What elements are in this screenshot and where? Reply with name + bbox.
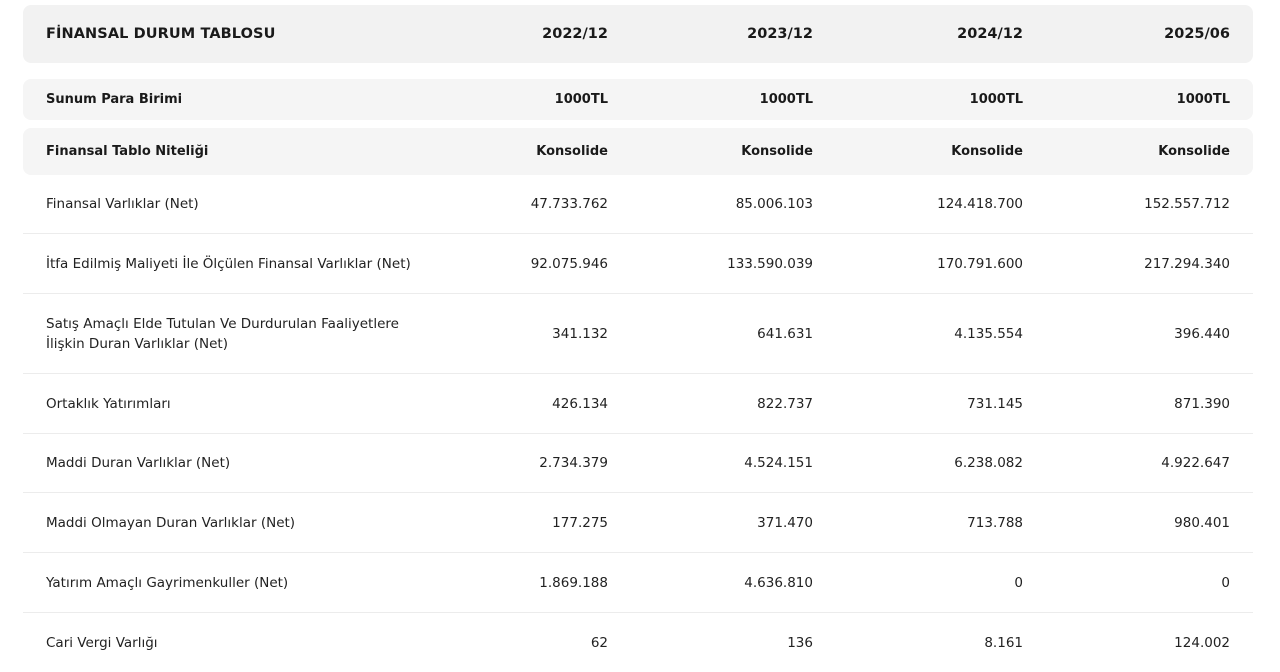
cell-value: 4.524.151 [744, 455, 813, 471]
cell-value: 980.401 [1174, 514, 1230, 531]
table-row: Satış Amaçlı Elde Tutulan Ve Durdurulan … [23, 294, 1253, 374]
table-row: Cari Vergi Varlığı 62 136 8.161 124.002 [23, 613, 1253, 672]
cell-value: 152.557.712 [1144, 196, 1230, 212]
cell-value: 4.922.647 [1161, 455, 1230, 471]
table-title: FİNANSAL DURUM TABLOSU [46, 26, 276, 42]
row-label: Maddi Olmayan Duran Varlıklar (Net) [46, 514, 296, 531]
cell-value: 713.788 [967, 514, 1023, 531]
cell-value: 426.134 [552, 395, 608, 412]
table-row: Maddi Olmayan Duran Varlıklar (Net) 177.… [23, 493, 1253, 553]
statement-nature-value: Konsolide [741, 144, 813, 159]
cell-value: 4.135.554 [954, 325, 1023, 342]
statement-nature-value: Konsolide [951, 144, 1023, 159]
cell-value: 0 [1221, 574, 1230, 591]
table-row: İtfa Edilmiş Maliyeti İle Ölçülen Finans… [23, 234, 1253, 294]
cell-value: 822.737 [757, 395, 813, 412]
cell-value: 0 [1014, 574, 1023, 591]
currency-row: Sunum Para Birimi 1000TL 1000TL 1000TL 1… [23, 79, 1253, 120]
table-header-row: FİNANSAL DURUM TABLOSU 2022/12 2023/12 2… [23, 5, 1253, 63]
row-label: Yatırım Amaçlı Gayrimenkuller (Net) [46, 574, 289, 591]
currency-value: 1000TL [969, 92, 1023, 107]
currency-value: 1000TL [759, 92, 813, 107]
cell-value: 1.869.188 [539, 574, 608, 591]
statement-nature-value: Konsolide [1158, 144, 1230, 159]
row-label: İtfa Edilmiş Maliyeti İle Ölçülen Finans… [46, 255, 411, 272]
currency-value: 1000TL [554, 92, 608, 107]
row-label: Finansal Varlıklar (Net) [46, 196, 199, 212]
row-label: Ortaklık Yatırımları [46, 395, 171, 412]
financial-statement-table: FİNANSAL DURUM TABLOSU 2022/12 2023/12 2… [23, 5, 1253, 672]
statement-nature-row: Finansal Tablo Niteliği Konsolide Konsol… [23, 128, 1253, 175]
row-label: Maddi Duran Varlıklar (Net) [46, 455, 231, 471]
cell-value: 124.418.700 [937, 196, 1023, 212]
currency-label: Sunum Para Birimi [46, 92, 183, 107]
cell-value: 133.590.039 [727, 255, 813, 272]
cell-value: 170.791.600 [937, 255, 1023, 272]
period-header-2022-12[interactable]: 2022/12 [542, 26, 608, 42]
statement-nature-value: Konsolide [536, 144, 608, 159]
cell-value: 6.238.082 [954, 455, 1023, 471]
statement-nature-label: Finansal Tablo Niteliği [46, 144, 209, 159]
cell-value: 731.145 [967, 395, 1023, 412]
table-row: Ortaklık Yatırımları 426.134 822.737 731… [23, 374, 1253, 434]
cell-value: 47.733.762 [530, 196, 608, 212]
cell-value: 177.275 [552, 514, 608, 531]
cell-value: 2.734.379 [539, 455, 608, 471]
period-header-2025-06[interactable]: 2025/06 [1164, 26, 1230, 42]
cell-value: 62 [590, 634, 608, 651]
cell-value: 371.470 [757, 514, 813, 531]
cell-value: 641.631 [757, 325, 813, 342]
cell-value: 92.075.946 [530, 255, 608, 272]
cell-value: 4.636.810 [744, 574, 813, 591]
cell-value: 217.294.340 [1144, 255, 1230, 272]
cell-value: 136 [787, 634, 813, 651]
table-row: Maddi Duran Varlıklar (Net) 2.734.379 4.… [23, 434, 1253, 493]
period-header-2023-12[interactable]: 2023/12 [747, 26, 813, 42]
row-label: Satış Amaçlı Elde Tutulan Ve Durdurulan … [46, 315, 399, 352]
row-label: Cari Vergi Varlığı [46, 634, 158, 651]
cell-value: 124.002 [1174, 634, 1230, 651]
cell-value: 8.161 [984, 634, 1023, 651]
cell-value: 396.440 [1174, 325, 1230, 342]
table-row: Yatırım Amaçlı Gayrimenkuller (Net) 1.86… [23, 553, 1253, 613]
cell-value: 341.132 [552, 325, 608, 342]
cell-value: 871.390 [1174, 395, 1230, 412]
cell-value: 85.006.103 [735, 196, 813, 212]
currency-value: 1000TL [1176, 92, 1230, 107]
table-row: Finansal Varlıklar (Net) 47.733.762 85.0… [23, 175, 1253, 234]
period-header-2024-12[interactable]: 2024/12 [957, 26, 1023, 42]
